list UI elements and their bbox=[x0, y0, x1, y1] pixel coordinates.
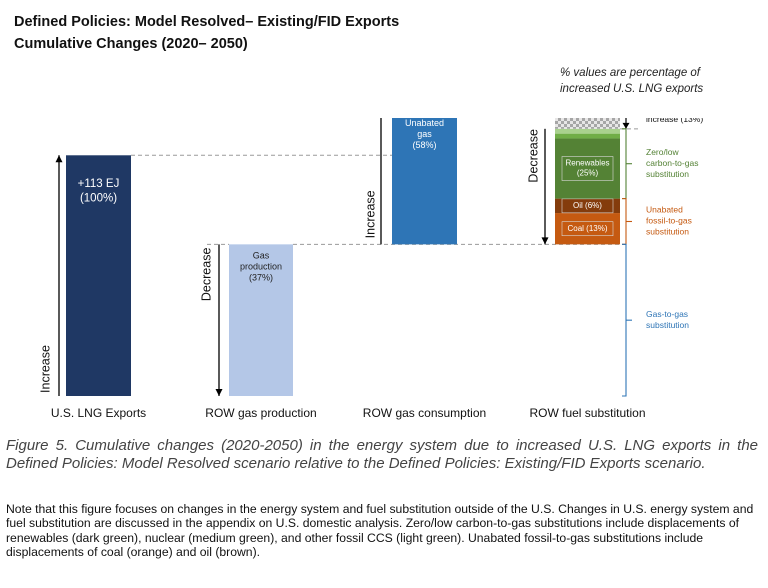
zero-low-carbon-note-line-3: substitution bbox=[646, 169, 689, 179]
decrease-label-fuel-substitution: Decrease bbox=[526, 129, 540, 183]
bar-us-lng-exports-label-line-2: (100%) bbox=[80, 193, 117, 205]
increase-label-us-lng: Increase bbox=[38, 345, 52, 393]
net-energy-arrow-head-bottom bbox=[622, 122, 630, 129]
bar-fuel-substitution-net-energy-increase bbox=[555, 118, 620, 129]
bar-fuel-substitution-other-fossil-ccs bbox=[555, 128, 620, 134]
gas-to-gas-note-line-2: substitution bbox=[646, 320, 689, 330]
bar-gas-production-label-line-1: Gas bbox=[253, 251, 270, 261]
zero-low-carbon-note-line-2: carbon-to-gas bbox=[646, 158, 698, 168]
gas-to-gas-bracket bbox=[622, 243, 627, 397]
decrease-arrow-gas-production-head bbox=[215, 389, 223, 396]
gas-to-gas-note-line-1: Gas-to-gas bbox=[646, 309, 688, 319]
category-label-3: ROW gas consumption bbox=[363, 406, 486, 420]
bar-fuel-substitution-nuclear bbox=[555, 133, 620, 139]
unabated-fossil-note-line-3: substitution bbox=[646, 227, 689, 237]
bar-fuel-substitution-oil-label-line-1: Oil (6%) bbox=[573, 201, 602, 210]
increase-label-gas-consumption: Increase bbox=[363, 190, 377, 238]
chart-title-line-1: Defined Policies: Model Resolved– Existi… bbox=[14, 14, 400, 30]
increase-arrow-us-lng-head bbox=[55, 155, 63, 163]
category-label-2: ROW gas production bbox=[205, 406, 316, 420]
bar-fuel-substitution-coal-label-line-1: Coal (13%) bbox=[567, 224, 607, 233]
bar-gas-consumption-unabated-gas-label-line-1: Unabated bbox=[405, 118, 444, 128]
net-energy-increase-note-line-2: increase (13%) bbox=[646, 118, 703, 124]
bar-fuel-substitution-coal-label-box bbox=[561, 221, 614, 237]
bar-gas-production-label-line-3: (37%) bbox=[249, 273, 273, 283]
zero-low-carbon-note-line-1: Zero/low bbox=[646, 147, 679, 157]
figure-footnote: Note that this figure focuses on changes… bbox=[6, 502, 754, 559]
unabated-fossil-note-line-1: Unabated bbox=[646, 205, 683, 215]
chart-title-line-2: Cumulative Changes (2020– 2050) bbox=[14, 36, 248, 52]
decrease-label-gas-production: Decrease bbox=[199, 248, 213, 302]
chart-title: Defined Policies: Model Resolved– Existi… bbox=[14, 11, 399, 55]
percent-note: % values are percentage of increased U.S… bbox=[560, 65, 703, 97]
zero-low-carbon-bracket bbox=[622, 128, 627, 200]
bar-gas-consumption-unabated-gas-label-line-3: (58%) bbox=[412, 140, 436, 150]
category-label-1: U.S. LNG Exports bbox=[51, 406, 146, 420]
category-label-4: ROW fuel substitution bbox=[529, 406, 645, 420]
unabated-fossil-note-line-2: fossil-to-gas bbox=[646, 216, 692, 226]
bar-gas-consumption-unabated-gas-label-line-2: gas bbox=[417, 129, 432, 139]
bar-fuel-substitution-coal bbox=[555, 213, 620, 245]
bar-gas-production bbox=[229, 244, 293, 396]
bar-fuel-substitution-renewables-label-line-2: (25%) bbox=[577, 169, 599, 178]
bar-fuel-substitution-renewables-label-line-1: Renewables bbox=[565, 159, 609, 168]
bar-us-lng-exports-label-line-1: +113 EJ bbox=[78, 178, 120, 190]
bar-fuel-substitution-renewables bbox=[555, 138, 620, 199]
bar-us-lng-exports bbox=[66, 155, 131, 396]
percent-note-line-2: increased U.S. LNG exports bbox=[560, 83, 704, 95]
unabated-fossil-bracket bbox=[622, 198, 627, 245]
bar-gas-production-label-line-2: production bbox=[240, 262, 282, 272]
bar-fuel-substitution-oil-label-box bbox=[561, 198, 614, 214]
figure-caption: Figure 5. Cumulative changes (2020-2050)… bbox=[6, 437, 758, 472]
percent-note-line-1: % values are percentage of bbox=[560, 67, 701, 79]
bar-gas-consumption-unabated-gas bbox=[392, 118, 457, 245]
bar-fuel-substitution-oil bbox=[555, 198, 620, 214]
bar-fuel-substitution-renewables-label-box bbox=[561, 156, 614, 181]
decrease-arrow-fuel-substitution-head bbox=[541, 237, 549, 245]
